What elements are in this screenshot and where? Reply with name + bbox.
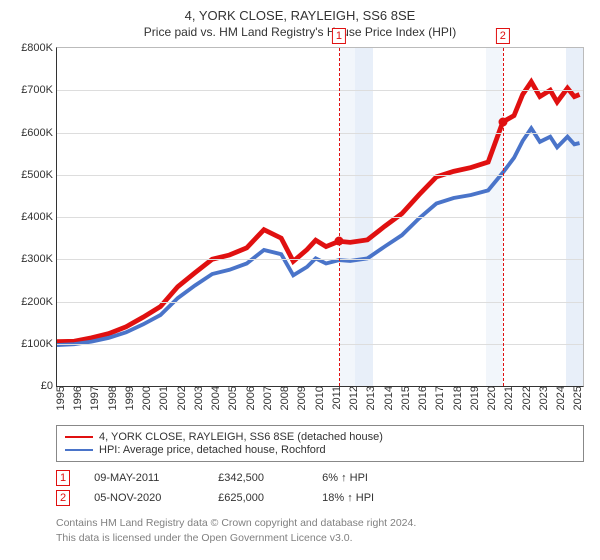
gridline (57, 133, 583, 134)
x-axis-label: 2004 (208, 386, 222, 410)
x-axis-label: 1995 (53, 386, 67, 410)
x-axis-label: 2012 (346, 386, 360, 410)
gridline (57, 259, 583, 260)
x-axis-label: 2001 (156, 386, 170, 410)
gridline (57, 302, 583, 303)
chart-area: £0£100K£200K£300K£400K£500K£600K£700K£80… (56, 47, 584, 427)
transaction-badge: 2 (496, 28, 510, 44)
transaction-vline (503, 48, 504, 386)
transaction-marker (498, 117, 507, 126)
transaction-row: 1 09-MAY-2011 £342,500 6% ↑ HPI (56, 470, 584, 486)
legend-swatch-property (65, 436, 93, 438)
chart-title: 4, YORK CLOSE, RAYLEIGH, SS6 8SE (10, 8, 590, 23)
x-axis-label: 1999 (122, 386, 136, 410)
y-axis-label: £200K (21, 296, 57, 308)
y-axis-label: £500K (21, 169, 57, 181)
x-axis-label: 2021 (501, 386, 515, 410)
footer-attribution: Contains HM Land Registry data © Crown c… (56, 516, 584, 545)
y-axis-label: £700K (21, 84, 57, 96)
x-axis-label: 2008 (277, 386, 291, 410)
legend-swatch-hpi (65, 449, 93, 451)
x-axis-label: 2023 (536, 386, 550, 410)
x-axis-label: 1996 (70, 386, 84, 410)
x-axis-label: 2007 (260, 386, 274, 410)
transaction-index: 2 (56, 490, 70, 506)
gridline (57, 217, 583, 218)
gridline (57, 90, 583, 91)
x-axis-label: 1998 (105, 386, 119, 410)
x-axis-label: 2016 (415, 386, 429, 410)
footer-line2: This data is licensed under the Open Gov… (56, 531, 584, 546)
legend-label-hpi: HPI: Average price, detached house, Roch… (99, 444, 326, 456)
x-axis-label: 2024 (553, 386, 567, 410)
x-axis-label: 2009 (294, 386, 308, 410)
plot-area: £0£100K£200K£300K£400K£500K£600K£700K£80… (56, 47, 584, 387)
transaction-index: 1 (56, 470, 70, 486)
x-axis-label: 2000 (139, 386, 153, 410)
x-axis-label: 2018 (450, 386, 464, 410)
x-axis-label: 2005 (225, 386, 239, 410)
x-axis-label: 2003 (191, 386, 205, 410)
transaction-vline (339, 48, 340, 386)
x-axis-label: 2006 (243, 386, 257, 410)
transaction-row: 2 05-NOV-2020 £625,000 18% ↑ HPI (56, 490, 584, 506)
transaction-price: £342,500 (218, 472, 298, 484)
transaction-diff: 6% ↑ HPI (322, 472, 412, 484)
y-axis-label: £800K (21, 42, 57, 54)
x-axis-label: 2017 (432, 386, 446, 410)
x-axis-label: 2002 (174, 386, 188, 410)
legend: 4, YORK CLOSE, RAYLEIGH, SS6 8SE (detach… (56, 425, 584, 462)
transaction-badge: 1 (332, 28, 346, 44)
y-axis-label: £600K (21, 127, 57, 139)
x-axis-label: 2025 (570, 386, 584, 410)
y-axis-label: £300K (21, 253, 57, 265)
legend-item-hpi: HPI: Average price, detached house, Roch… (65, 444, 575, 456)
x-axis-label: 2014 (381, 386, 395, 410)
x-axis-label: 2013 (363, 386, 377, 410)
gridline (57, 344, 583, 345)
x-axis-label: 2015 (398, 386, 412, 410)
gridline (57, 175, 583, 176)
transaction-date: 05-NOV-2020 (94, 492, 194, 504)
transaction-price: £625,000 (218, 492, 298, 504)
x-axis-label: 2022 (519, 386, 533, 410)
x-axis-label: 2019 (467, 386, 481, 410)
x-axis-label: 2020 (484, 386, 498, 410)
transaction-table: 1 09-MAY-2011 £342,500 6% ↑ HPI 2 05-NOV-2020… (56, 470, 584, 506)
gridline (57, 48, 583, 49)
chart-container: { "title_main": "4, YORK CLOSE, RAYLEIGH… (0, 0, 600, 560)
y-axis-label: £400K (21, 211, 57, 223)
series-hpi (57, 128, 580, 345)
x-axis-label: 1997 (87, 386, 101, 410)
x-axis-label: 2010 (312, 386, 326, 410)
x-axis-label: 2011 (329, 386, 343, 410)
footer-line1: Contains HM Land Registry data © Crown c… (56, 516, 584, 531)
transaction-marker (334, 237, 343, 246)
transaction-date: 09-MAY-2011 (94, 472, 194, 484)
y-axis-label: £100K (21, 338, 57, 350)
transaction-diff: 18% ↑ HPI (322, 492, 412, 504)
legend-label-property: 4, YORK CLOSE, RAYLEIGH, SS6 8SE (detach… (99, 431, 383, 443)
legend-item-property: 4, YORK CLOSE, RAYLEIGH, SS6 8SE (detach… (65, 431, 575, 443)
